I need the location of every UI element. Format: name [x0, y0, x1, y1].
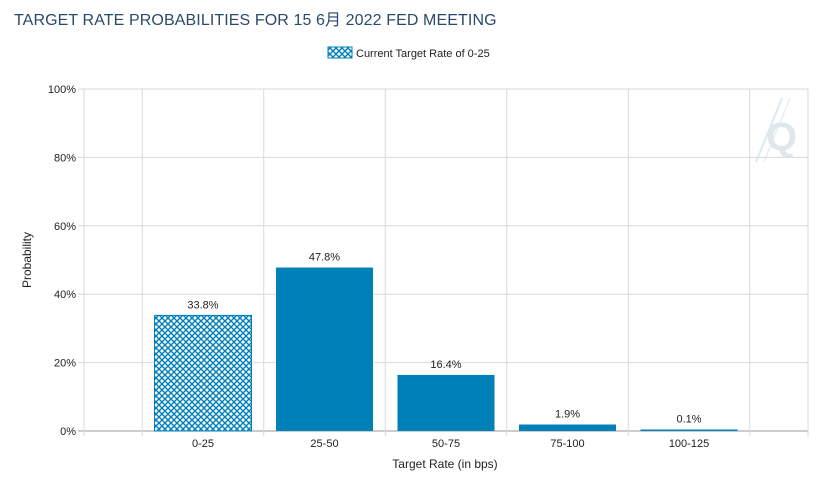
- y-tick-label: 20%: [54, 358, 76, 370]
- data-labels: 33.8% 47.8% 16.4% 1.9% 0.1%: [187, 252, 701, 426]
- y-tick-label: 80%: [54, 152, 76, 164]
- chart-title: TARGET RATE PROBABILITIES FOR 15 6月 2022…: [14, 12, 497, 29]
- data-label-100-125: 0.1%: [676, 414, 701, 426]
- data-label-0-25: 33.8%: [187, 299, 218, 311]
- legend-label: Current Target Rate of 0-25: [356, 48, 490, 60]
- y-tick-label: 100%: [48, 84, 76, 96]
- x-axis-title: Target Rate (in bps): [392, 457, 497, 471]
- y-axis-title: Probability: [20, 232, 34, 288]
- bar-25-50: [276, 267, 373, 431]
- watermark-letter: Q: [766, 115, 797, 159]
- data-label-50-75: 16.4%: [430, 359, 461, 371]
- x-tick-label: 25-50: [310, 438, 338, 450]
- x-tick-label: 100-125: [669, 438, 709, 450]
- x-tick-label: 50-75: [432, 438, 460, 450]
- bar-0-25: [154, 314, 252, 432]
- x-axis-ticks: 0-25 25-50 50-75 75-100 100-125: [192, 438, 709, 450]
- legend-swatch: [327, 46, 353, 59]
- data-label-75-100: 1.9%: [555, 409, 580, 421]
- bar-100-125: [640, 429, 738, 431]
- bar-75-100: [519, 424, 616, 431]
- x-tick-label: 75-100: [550, 438, 584, 450]
- x-tick-label: 0-25: [192, 438, 214, 450]
- bars: [154, 267, 738, 432]
- data-label-25-50: 47.8%: [309, 252, 340, 264]
- y-tick-label: 0%: [60, 426, 76, 438]
- y-tick-label: 60%: [54, 221, 76, 233]
- watermark-logo: Q: [755, 97, 797, 163]
- y-tick-label: 40%: [54, 289, 76, 301]
- legend: Current Target Rate of 0-25: [327, 46, 490, 60]
- bar-50-75: [397, 374, 495, 431]
- y-axis-ticks: 0% 20% 40% 60% 80% 100%: [48, 84, 76, 438]
